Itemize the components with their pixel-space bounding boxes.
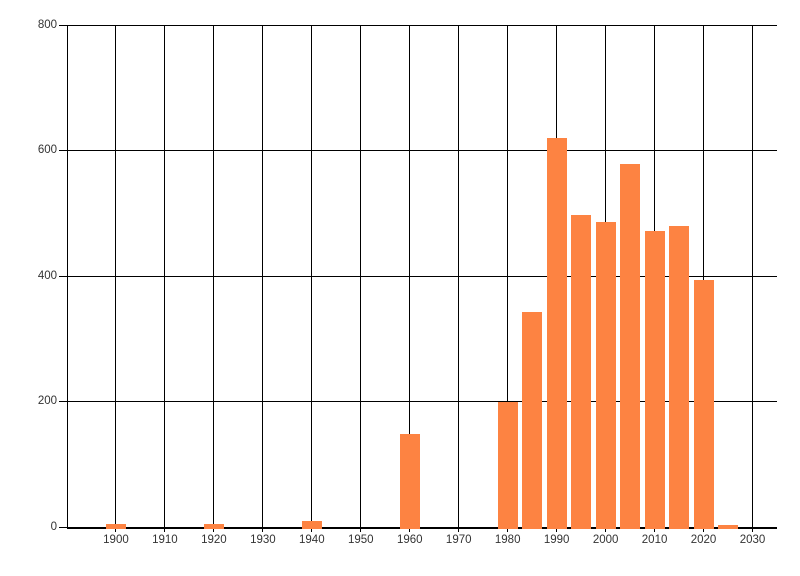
x-tick (164, 527, 166, 532)
x-tick (605, 527, 607, 532)
plot-area: 1900 1910 1920 1930 1940 1950 1960 1970 1980 1990… (38, 19, 777, 546)
bar (522, 311, 543, 529)
x-tick (703, 527, 705, 532)
y-grid-line (67, 24, 777, 26)
bar (669, 226, 690, 529)
y-tick (59, 275, 67, 277)
x-tick-label: 2010 (641, 534, 668, 546)
x-tick (360, 527, 362, 532)
x-tick-label: 1940 (299, 534, 325, 546)
x-tick (654, 527, 656, 532)
bar (546, 137, 567, 529)
y-tick-label: 200 (37, 395, 57, 407)
bar (693, 280, 714, 529)
bar (203, 523, 224, 529)
x-tick-label: 2020 (690, 534, 717, 546)
x-tick (213, 527, 215, 532)
bar (620, 164, 641, 529)
bar (301, 520, 322, 529)
x-tick (409, 527, 411, 532)
y-tick-label: 600 (37, 144, 57, 156)
x-tick-label: 1930 (250, 534, 276, 546)
y-tick-label: 800 (37, 18, 57, 31)
x-tick-label: 1970 (445, 534, 472, 546)
bar (497, 401, 518, 529)
x-tick (115, 527, 117, 532)
x-tick (507, 527, 509, 532)
x-tick-label: 1900 (103, 534, 129, 546)
bar (105, 523, 126, 529)
x-tick-label: 2000 (592, 534, 619, 546)
x-tick-label: 1910 (152, 534, 178, 546)
x-tick-label: 1980 (494, 534, 521, 546)
y-tick (59, 527, 67, 528)
x-tick (556, 527, 558, 532)
x-tick (311, 527, 313, 532)
bar (644, 231, 665, 529)
bar (717, 524, 739, 529)
x-tick-label: 1960 (396, 534, 423, 546)
x-tick-label: 1920 (201, 534, 227, 546)
x-tick-label: 2030 (739, 534, 766, 546)
y-tick (59, 150, 67, 151)
y-grid-line (67, 150, 777, 151)
y-grid-line (67, 401, 777, 402)
y-grid-line (67, 275, 777, 277)
y-tick (59, 24, 67, 26)
y-tick-label: 400 (37, 269, 57, 282)
x-tick (752, 527, 754, 532)
x-tick (262, 527, 264, 532)
y-tick-label: 0 (50, 520, 57, 533)
bar (399, 433, 420, 529)
x-axis-line (67, 527, 777, 529)
bar (595, 222, 616, 529)
x-tick-label: 1950 (347, 534, 374, 546)
x-tick (458, 527, 460, 532)
bar (571, 215, 592, 529)
y-tick (59, 401, 67, 402)
x-tick-label: 1990 (543, 534, 570, 546)
